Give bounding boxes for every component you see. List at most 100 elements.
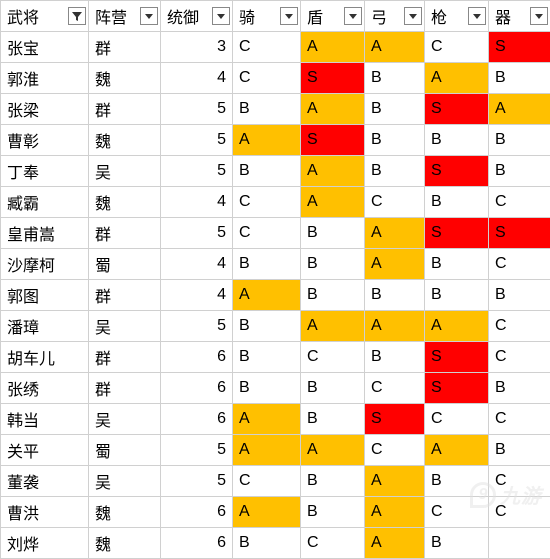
cell-faction: 群 (89, 218, 161, 249)
dropdown-icon[interactable] (280, 7, 298, 25)
cell-control: 3 (161, 32, 233, 63)
col-label: 枪 (431, 10, 447, 27)
dropdown-icon[interactable] (212, 7, 230, 25)
cell-siege: B (489, 125, 550, 156)
col-header-faction[interactable]: 阵营 (89, 1, 161, 32)
table-row: 潘璋吴5BAAAC (1, 311, 550, 342)
dropdown-icon[interactable] (140, 7, 158, 25)
cell-shield: A (301, 435, 365, 466)
cell-siege: C (489, 404, 550, 435)
cell-control: 5 (161, 125, 233, 156)
col-header-name[interactable]: 武将 (1, 1, 89, 32)
cell-bow: B (365, 280, 425, 311)
filter-icon[interactable] (68, 7, 86, 25)
cell-cavalry: B (233, 373, 301, 404)
table-row: 韩当吴6ABSCC (1, 404, 550, 435)
table-row: 郭淮魏4CSBAB (1, 63, 550, 94)
cell-spear: S (425, 342, 489, 373)
cell-shield: B (301, 249, 365, 280)
cell-shield: B (301, 466, 365, 497)
cell-bow: A (365, 32, 425, 63)
cell-siege: B (489, 63, 550, 94)
cell-shield: C (301, 528, 365, 559)
cell-name: 臧霸 (1, 187, 89, 218)
cell-cavalry: B (233, 311, 301, 342)
cell-cavalry: B (233, 342, 301, 373)
cell-cavalry: B (233, 249, 301, 280)
cell-name: 张宝 (1, 32, 89, 63)
cell-bow: A (365, 497, 425, 528)
cell-name: 皇甫嵩 (1, 218, 89, 249)
col-header-bow[interactable]: 弓 (365, 1, 425, 32)
cell-control: 6 (161, 342, 233, 373)
cell-spear: B (425, 125, 489, 156)
cell-bow: A (365, 311, 425, 342)
cell-name: 潘璋 (1, 311, 89, 342)
cell-siege: C (489, 342, 550, 373)
cell-cavalry: B (233, 156, 301, 187)
cell-spear: A (425, 435, 489, 466)
table-row: 董袭吴5CBABC (1, 466, 550, 497)
cell-faction: 群 (89, 373, 161, 404)
cell-control: 4 (161, 63, 233, 94)
cell-faction: 吴 (89, 466, 161, 497)
col-header-spear[interactable]: 枪 (425, 1, 489, 32)
col-label: 器 (495, 10, 511, 27)
col-label: 弓 (371, 10, 387, 27)
col-label: 阵营 (95, 10, 127, 27)
col-label: 武将 (7, 10, 39, 27)
cell-cavalry: C (233, 218, 301, 249)
table-row: 臧霸魏4CACBC (1, 187, 550, 218)
dropdown-icon[interactable] (468, 7, 486, 25)
col-header-control[interactable]: 统御 (161, 1, 233, 32)
cell-spear: B (425, 187, 489, 218)
cell-name: 郭图 (1, 280, 89, 311)
header-row: 武将 阵营 统御骑 盾弓 枪 器 (1, 1, 550, 32)
table-row: 皇甫嵩群5CBASS (1, 218, 550, 249)
cell-name: 刘烨 (1, 528, 89, 559)
cell-name: 曹洪 (1, 497, 89, 528)
cell-spear: S (425, 156, 489, 187)
col-header-siege[interactable]: 器 (489, 1, 550, 32)
cell-cavalry: A (233, 435, 301, 466)
cell-cavalry: B (233, 94, 301, 125)
table-row: 胡车儿群6BCBSC (1, 342, 550, 373)
cell-control: 5 (161, 435, 233, 466)
cell-siege: C (489, 497, 550, 528)
cell-faction: 群 (89, 342, 161, 373)
cell-siege: B (489, 435, 550, 466)
dropdown-icon[interactable] (344, 7, 362, 25)
dropdown-icon[interactable] (530, 7, 548, 25)
col-label: 骑 (239, 10, 255, 27)
cell-name: 关平 (1, 435, 89, 466)
dropdown-icon[interactable] (404, 7, 422, 25)
col-header-shield[interactable]: 盾 (301, 1, 365, 32)
cell-spear: C (425, 404, 489, 435)
cell-name: 韩当 (1, 404, 89, 435)
col-header-cavalry[interactable]: 骑 (233, 1, 301, 32)
cell-bow: A (365, 466, 425, 497)
cell-siege: C (489, 466, 550, 497)
cell-spear: C (425, 32, 489, 63)
cell-bow: B (365, 156, 425, 187)
cell-control: 6 (161, 404, 233, 435)
cell-cavalry: C (233, 466, 301, 497)
cell-cavalry: A (233, 125, 301, 156)
cell-siege: C (489, 249, 550, 280)
cell-bow: C (365, 187, 425, 218)
table-row: 曹彰魏5ASBBB (1, 125, 550, 156)
cell-control: 6 (161, 373, 233, 404)
table-row: 郭图群4ABBBB (1, 280, 550, 311)
cell-cavalry: A (233, 280, 301, 311)
cell-faction: 魏 (89, 528, 161, 559)
cell-bow: C (365, 373, 425, 404)
cell-spear: S (425, 94, 489, 125)
cell-name: 胡车儿 (1, 342, 89, 373)
cell-faction: 吴 (89, 311, 161, 342)
cell-shield: B (301, 404, 365, 435)
table-row: 沙摩柯蜀4BBABC (1, 249, 550, 280)
cell-shield: B (301, 497, 365, 528)
cell-siege: C (489, 311, 550, 342)
cell-control: 4 (161, 249, 233, 280)
cell-bow: A (365, 528, 425, 559)
